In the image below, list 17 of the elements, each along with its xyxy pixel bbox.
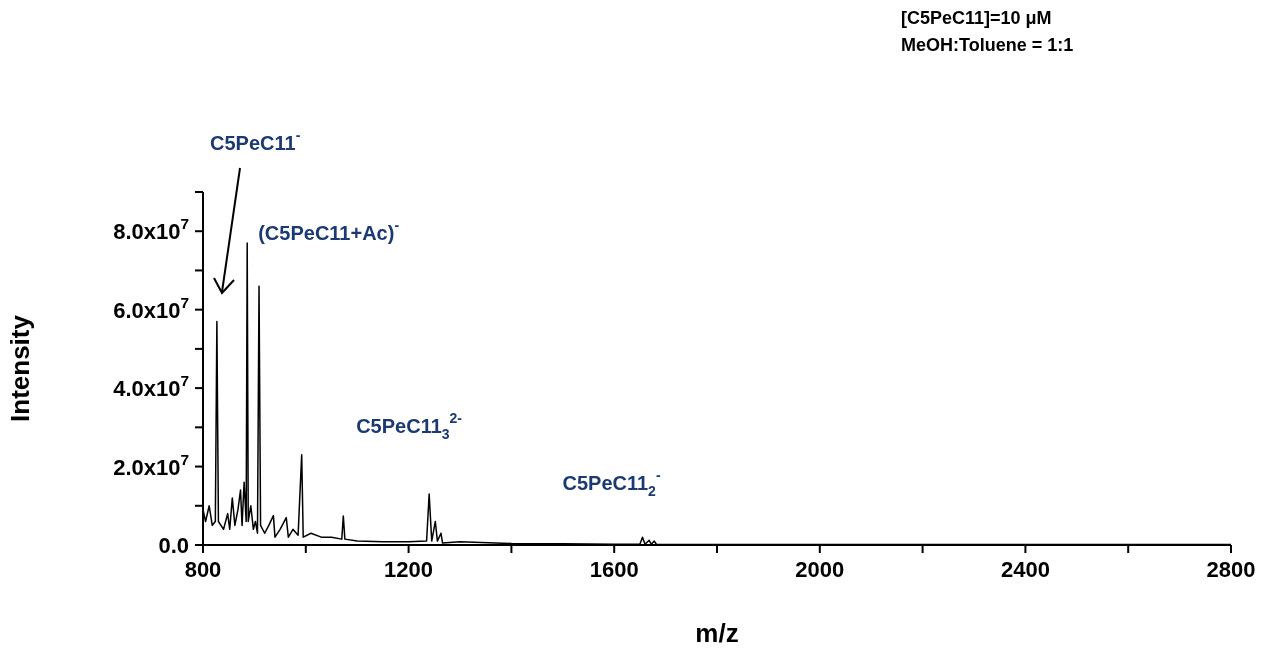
x-tick-label: 2800 xyxy=(1206,557,1256,582)
text: C5PeC11$^{-}$ xyxy=(210,127,301,154)
x-tick-label: 2000 xyxy=(795,557,845,582)
y-axis-title: Intensity xyxy=(5,314,36,422)
annotation: (C5PeC11+Ac)$^{-}$ xyxy=(258,217,400,244)
y-tick-label: 0.0 xyxy=(158,533,189,558)
x-tick-label: 2400 xyxy=(1000,557,1050,582)
x-tick-label: 1200 xyxy=(384,557,434,582)
y-tick-label: 4.0x10$^{7}$ xyxy=(113,371,189,402)
y-tick-label: 6.0x10$^{7}$ xyxy=(113,293,189,323)
text: [C5PeC11]=10 μM xyxy=(901,8,1052,28)
y-tick-label: 2.0x10$^{7}$ xyxy=(113,450,189,480)
x-tick-label: 800 xyxy=(184,557,222,582)
x-axis-title: m/z xyxy=(695,618,739,648)
y-tick-label: 8.0x10$^{7}$ xyxy=(113,214,189,245)
x-tick-label: 1600 xyxy=(589,557,639,582)
text: MeOH:Toluene = 1:1 xyxy=(901,35,1074,55)
